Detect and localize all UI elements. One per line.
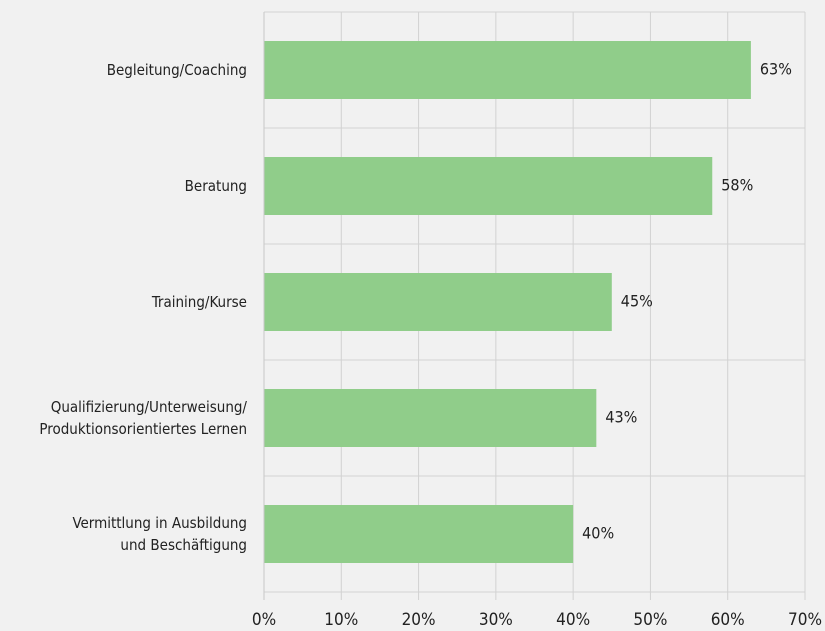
bar: [264, 505, 574, 563]
x-tick-label: 60%: [711, 610, 745, 630]
y-tick-label: Vermittlung in Ausbildung und Beschäftigu…: [72, 514, 247, 554]
bar: [264, 389, 597, 447]
value-label: 43%: [605, 408, 637, 427]
value-label: 45%: [621, 292, 653, 311]
x-tick-label: 0%: [252, 610, 276, 630]
x-tick-label: 40%: [556, 610, 590, 630]
value-label: 58%: [721, 176, 753, 195]
value-label: 63%: [760, 60, 792, 79]
label-line: Produktionsorientiertes Lernen: [39, 420, 247, 438]
y-tick-label: Training/Kurse: [151, 293, 247, 311]
x-tick-label: 70%: [788, 610, 822, 630]
x-tick-label: 20%: [402, 610, 436, 630]
x-tick-label: 50%: [633, 610, 667, 630]
bar: [264, 157, 713, 215]
label-line: Begleitung/Coaching: [107, 61, 247, 79]
label-line: Training/Kurse: [151, 293, 247, 311]
x-tick-label: 30%: [479, 610, 513, 630]
y-tick-label: Qualifizierung/Unterweisung/Produktionso…: [39, 398, 247, 438]
value-label: 40%: [582, 524, 614, 543]
label-line: Vermittlung in Ausbildung: [72, 514, 247, 532]
label-line: und Beschäftigung: [120, 536, 247, 554]
x-tick-label: 10%: [324, 610, 358, 630]
bar: [264, 273, 612, 331]
y-tick-label: Beratung: [185, 177, 247, 195]
label-line: Beratung: [185, 177, 247, 195]
bar: [264, 41, 751, 99]
y-tick-label: Begleitung/Coaching: [107, 61, 247, 79]
label-line: Qualifizierung/Unterweisung/: [51, 398, 248, 416]
